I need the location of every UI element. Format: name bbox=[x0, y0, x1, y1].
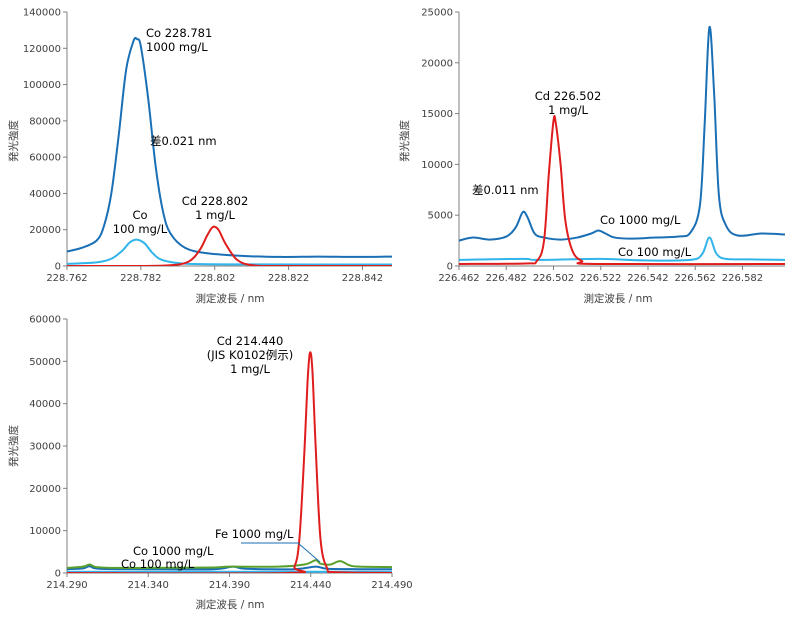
annotation-line: 差0.011 nm bbox=[472, 183, 539, 197]
annotation-fe-1000: Fe 1000 mg/L bbox=[215, 527, 321, 563]
annotation-line: Co 100 mg/L bbox=[121, 557, 195, 571]
x-tick-label: 226.522 bbox=[580, 273, 621, 284]
x-tick-label: 228.802 bbox=[194, 273, 235, 284]
y-tick-label: 20000 bbox=[29, 484, 61, 495]
x-tick-label: 228.822 bbox=[268, 273, 309, 284]
series-line-cd-226-502 bbox=[459, 115, 785, 266]
series-line-fe-1000-mg-l bbox=[67, 559, 392, 569]
chart-co-228-cd-228: 0 20000 40000 60000 80000 100000 120000 140000 2… bbox=[7, 8, 392, 305]
series-line-cd-214-440 bbox=[67, 351, 392, 573]
y-tick-label: 140000 bbox=[23, 8, 61, 19]
x-tick-label: 228.762 bbox=[46, 273, 87, 284]
y-tick-label: 30000 bbox=[29, 442, 61, 453]
x-tick-label: 226.502 bbox=[533, 273, 574, 284]
chart-cd-226-co: 0 5000 10000 15000 20000 25000 226.462 226.482 2… bbox=[398, 8, 785, 305]
x-tick-label: 226.562 bbox=[675, 273, 716, 284]
y-tick-label: 20000 bbox=[421, 58, 453, 69]
y-axis-label: 発光強度 bbox=[7, 120, 20, 162]
y-tick-label: 25000 bbox=[421, 8, 453, 19]
annotation-cd-214-440: Cd 214.440 (JIS K0102例示) 1 mg/L bbox=[207, 334, 294, 376]
x-tick-label: 214.340 bbox=[128, 580, 169, 591]
x-tick-label: 228.782 bbox=[120, 273, 161, 284]
x-tick-label: 214.290 bbox=[46, 580, 87, 591]
y-tick-label: 10000 bbox=[29, 526, 61, 537]
y-tick-label: 100000 bbox=[23, 80, 61, 91]
annotation-line: Co bbox=[132, 208, 147, 222]
annotation-line: Co 100 mg/L bbox=[618, 245, 692, 259]
y-tick-label: 50000 bbox=[29, 357, 61, 368]
annotation-line: 100 mg/L bbox=[113, 222, 168, 236]
x-tick-label: 226.582 bbox=[722, 273, 763, 284]
annotation-line: Cd 214.440 bbox=[217, 334, 284, 348]
x-tick-label: 228.842 bbox=[342, 273, 383, 284]
plot-area: 0 10000 20000 30000 40000 50000 60000 214.290 21… bbox=[29, 315, 412, 592]
y-tick-label: 80000 bbox=[29, 116, 61, 127]
annotation-line: 差0.021 nm bbox=[150, 134, 217, 148]
y-tick-label: 0 bbox=[55, 569, 61, 580]
annotation-co-100: Co 100 mg/L bbox=[113, 208, 168, 236]
x-tick-label: 226.482 bbox=[486, 273, 527, 284]
x-tick-label: 214.490 bbox=[371, 580, 412, 591]
y-axis-label: 発光強度 bbox=[398, 120, 411, 162]
y-tick-label: 5000 bbox=[428, 211, 453, 222]
chart-cd-214-fe-co: 0 10000 20000 30000 40000 50000 60000 214.290 21… bbox=[7, 315, 413, 612]
x-tick-label: 226.542 bbox=[627, 273, 668, 284]
y-tick-label: 20000 bbox=[29, 225, 61, 236]
y-tick-label: 60000 bbox=[29, 153, 61, 164]
series-line-co-100-mg-l bbox=[459, 236, 785, 262]
x-axis-label: 測定波長 / nm bbox=[195, 598, 264, 611]
annotation-line: Cd 228.802 bbox=[182, 194, 249, 208]
series-line-co-100-mg-l bbox=[67, 238, 392, 266]
annotation-line: 1000 mg/L bbox=[146, 40, 208, 54]
series-line-co-1000-mg-l bbox=[67, 36, 392, 258]
annotation-line: Fe 1000 mg/L bbox=[215, 527, 294, 541]
annotation-line: Cd 226.502 bbox=[535, 89, 602, 103]
annotation-line: Co 1000 mg/L bbox=[133, 544, 214, 558]
series-line-cd-228-802 bbox=[67, 225, 392, 266]
annotation-cd-228-802: Cd 228.802 1 mg/L bbox=[182, 194, 249, 222]
y-tick-label: 10000 bbox=[421, 160, 453, 171]
y-tick-label: 40000 bbox=[29, 189, 61, 200]
annotation-line: Co 228.781 bbox=[146, 26, 212, 40]
annotation-co-100: Co 100 mg/L bbox=[121, 557, 195, 571]
annotation-line: 1 mg/L bbox=[548, 103, 588, 117]
x-axis-label: 測定波長 / nm bbox=[583, 292, 652, 305]
y-tick-label: 60000 bbox=[29, 315, 61, 326]
annotation-cd-226-502: Cd 226.502 1 mg/L bbox=[535, 89, 602, 117]
annotation-line: Co 1000 mg/L bbox=[600, 213, 681, 227]
annotation-co-100: Co 100 mg/L bbox=[618, 245, 692, 259]
y-tick-label: 0 bbox=[55, 262, 61, 273]
plot-area: 0 5000 10000 15000 20000 25000 226.462 226.482 2… bbox=[421, 8, 785, 284]
annotation-line: (JIS K0102例示) bbox=[207, 348, 294, 362]
x-axis-label: 測定波長 / nm bbox=[195, 292, 264, 305]
series-line-co-1000-mg-l bbox=[459, 26, 785, 242]
x-tick-label: 214.440 bbox=[290, 580, 331, 591]
annotation-co-1000: Co 1000 mg/L bbox=[600, 213, 681, 227]
annotation-co-228-781: Co 228.781 1000 mg/L bbox=[146, 26, 212, 54]
y-tick-label: 40000 bbox=[29, 399, 61, 410]
y-tick-label: 0 bbox=[447, 262, 453, 273]
annotation-co-1000: Co 1000 mg/L bbox=[133, 544, 214, 558]
fe-leader-line bbox=[241, 542, 321, 563]
annotation-diff-0-021: 差0.021 nm bbox=[150, 134, 217, 148]
annotation-line: 1 mg/L bbox=[230, 362, 270, 376]
plot-area: 0 20000 40000 60000 80000 100000 120000 140000 2… bbox=[23, 8, 392, 284]
y-tick-label: 120000 bbox=[23, 44, 61, 55]
x-tick-label: 226.462 bbox=[438, 273, 479, 284]
annotation-diff-0-011: 差0.011 nm bbox=[472, 183, 539, 197]
y-axis-label: 発光強度 bbox=[7, 425, 20, 467]
y-tick-label: 15000 bbox=[421, 109, 453, 120]
x-tick-label: 214.390 bbox=[209, 580, 250, 591]
annotation-line: 1 mg/L bbox=[195, 208, 235, 222]
